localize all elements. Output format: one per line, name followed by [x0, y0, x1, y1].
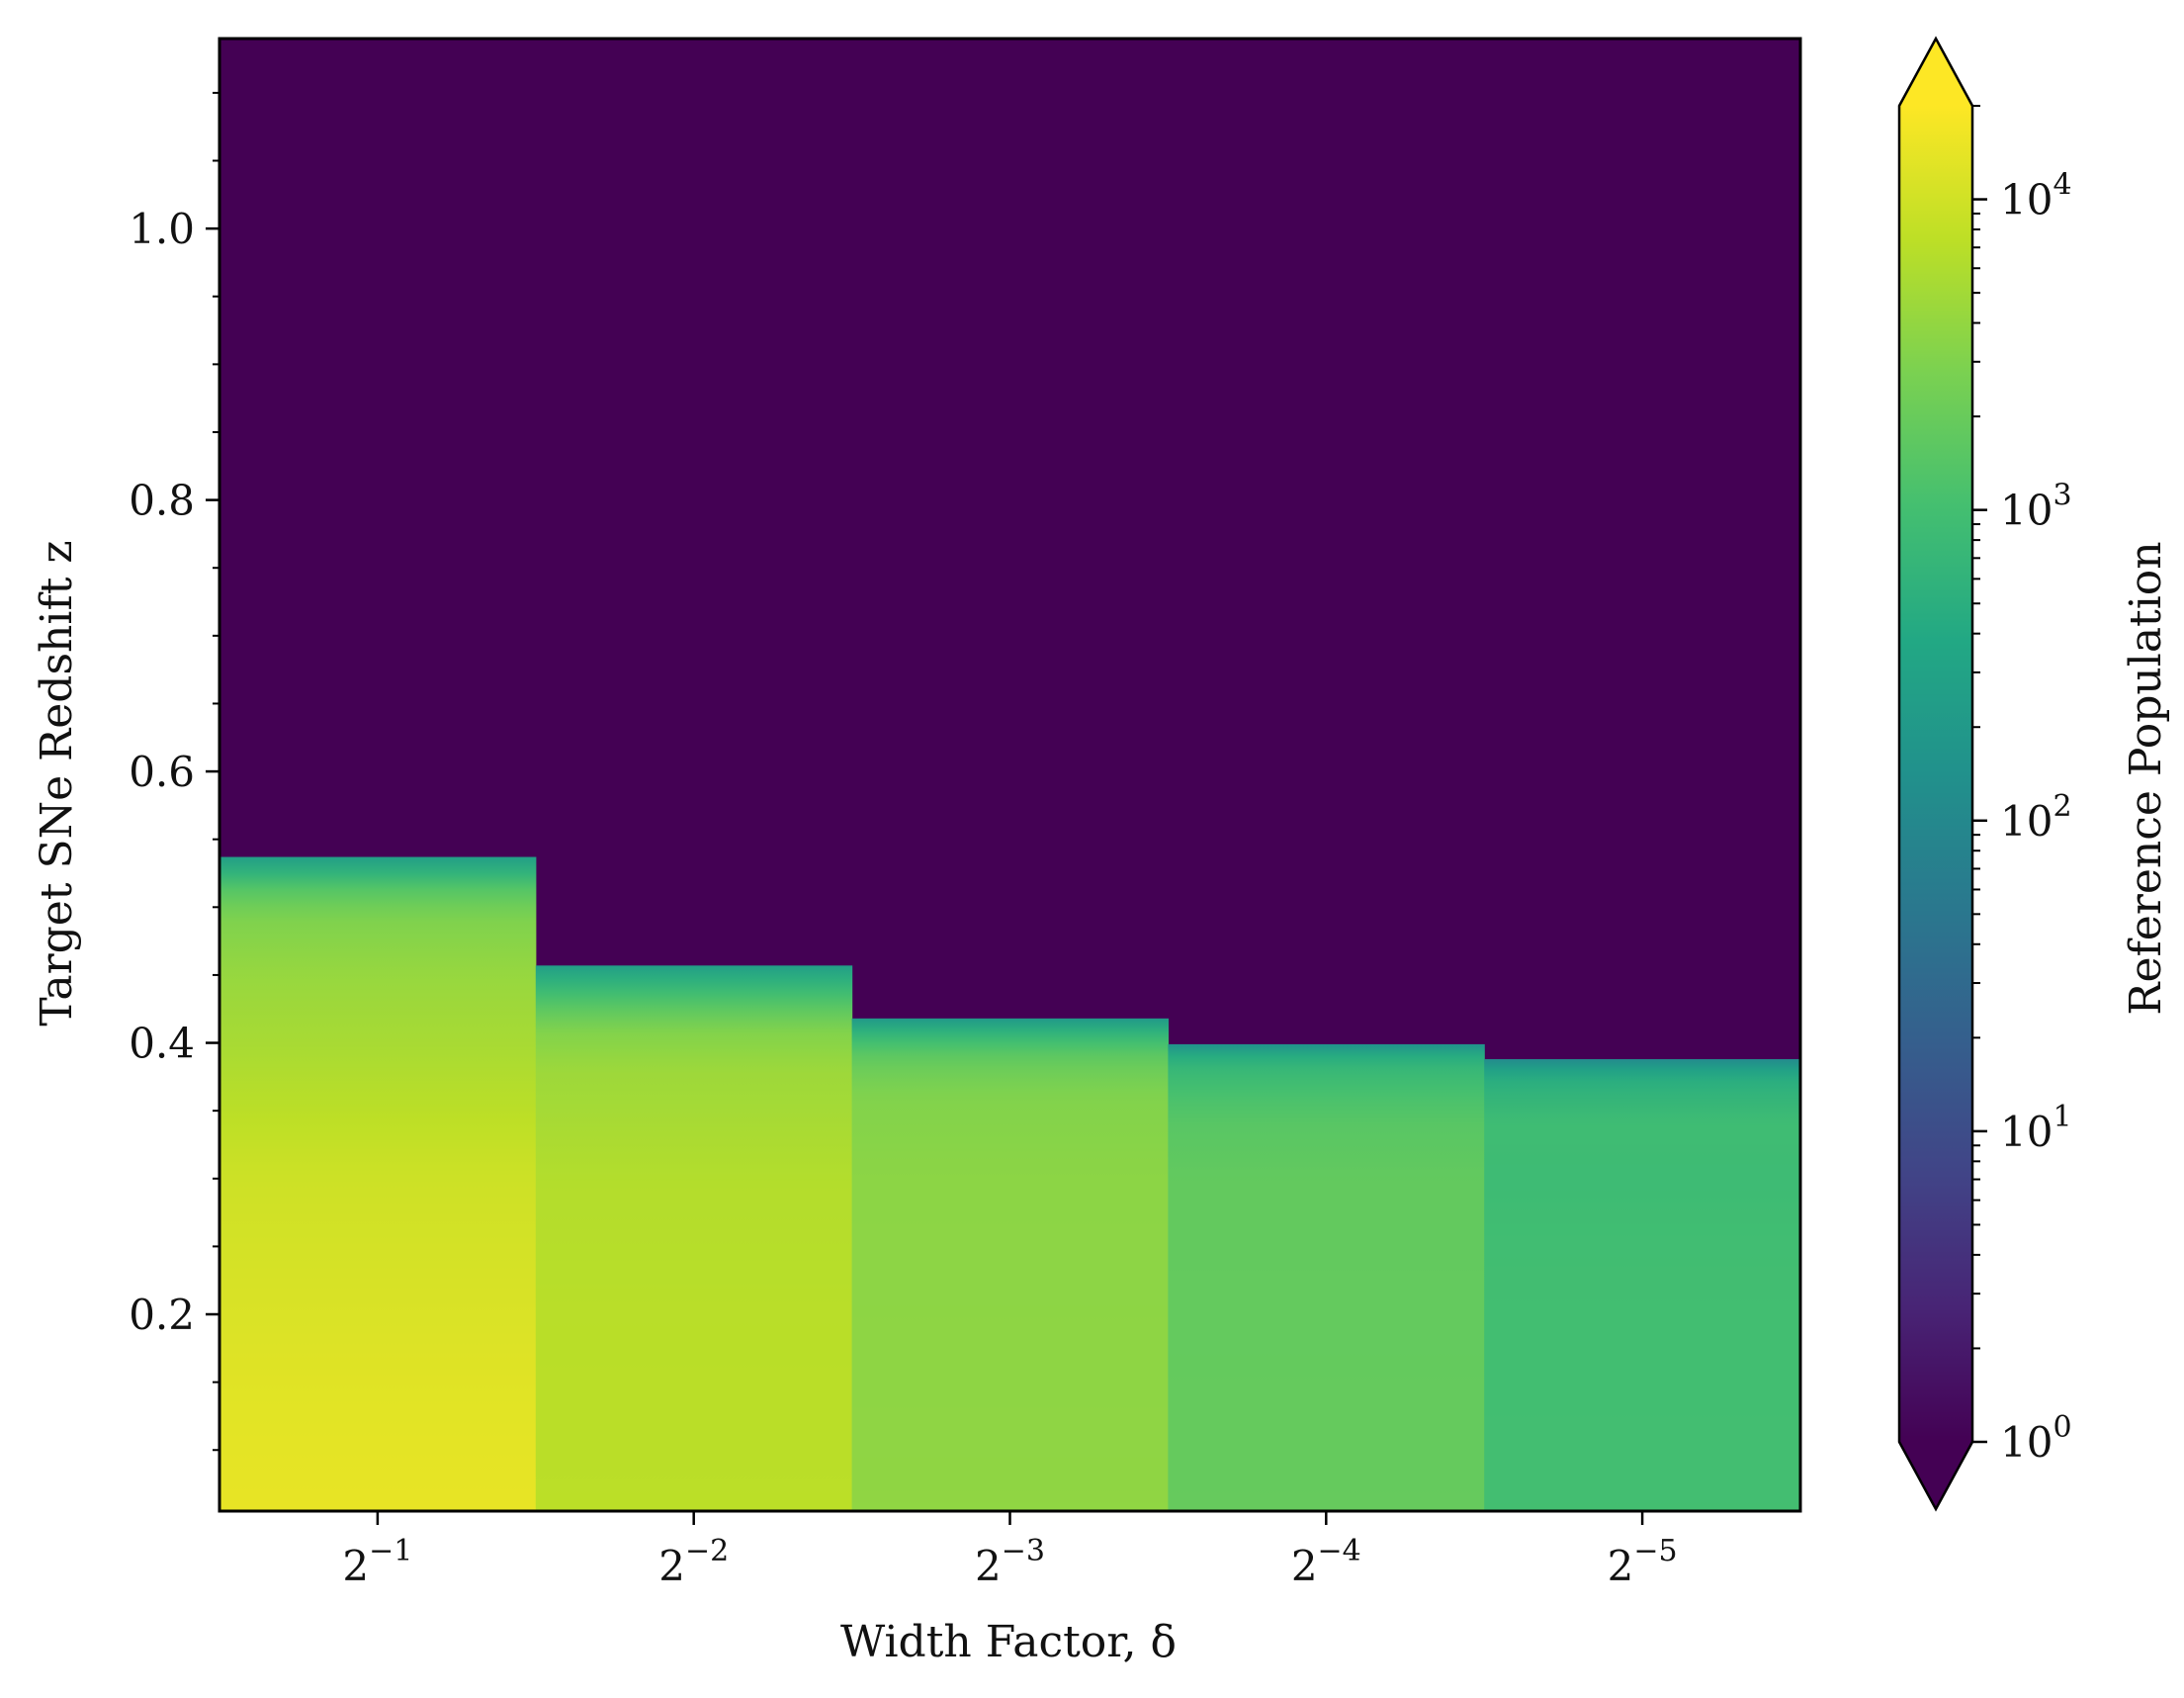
heatmap-column: [851, 1018, 1169, 1511]
x-tick-label: 2−1: [342, 1534, 412, 1590]
y-tick-label: 0.6: [129, 748, 195, 796]
y-axis-label: Target SNe Redshift z: [32, 540, 82, 1026]
y-tick-label: 1.0: [129, 205, 195, 253]
y-tick-label: 0.2: [129, 1291, 195, 1339]
heatmap-column: [1484, 1059, 1801, 1511]
colorbar-tick-label: 102: [2000, 789, 2072, 846]
colorbar-label: Reference Population: [2121, 541, 2171, 1015]
colorbar-extend-min: [1899, 1442, 1972, 1509]
colorbar-tick-label: 103: [2000, 479, 2072, 535]
colorbar-ticks: 100 101 102 103 104: [1972, 105, 2072, 1467]
colorbar-tick-label: 104: [2000, 168, 2072, 224]
y-tick-label: 0.8: [129, 477, 195, 525]
heatmap-column: [1168, 1043, 1485, 1511]
colorbar-tick-label: 100: [2000, 1410, 2072, 1467]
y-axis-ticks: 0.2 0.4 0.6 0.8 1.0: [129, 91, 219, 1452]
x-axis-ticks: 2−1 2−2 2−3 2−4 2−5: [342, 1511, 1678, 1590]
colorbar: [1897, 36, 1974, 1512]
x-axis-label: Width Factor, δ: [840, 1617, 1177, 1667]
colorbar-extend-max: [1899, 39, 1972, 106]
colorbar-body: [1899, 106, 1972, 1442]
x-tick-label: 2−3: [975, 1534, 1045, 1590]
heatmap-columns: [219, 856, 1801, 1511]
heatmap-column: [535, 965, 853, 1511]
colorbar-tick-label: 101: [2000, 1100, 2072, 1156]
y-tick-label: 0.4: [129, 1020, 195, 1068]
x-tick-label: 2−5: [1608, 1534, 1678, 1590]
x-tick-label: 2−2: [658, 1534, 729, 1590]
heatmap-column: [219, 856, 537, 1511]
x-tick-label: 2−4: [1291, 1534, 1361, 1590]
